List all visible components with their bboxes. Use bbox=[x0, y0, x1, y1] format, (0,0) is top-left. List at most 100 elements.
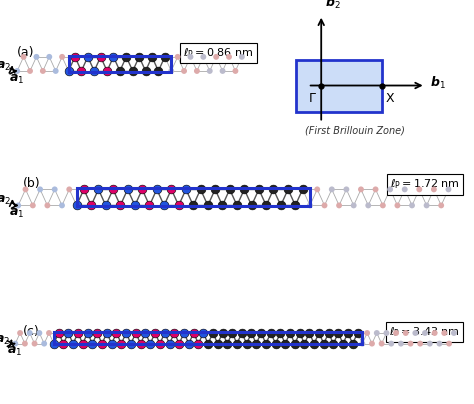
Point bbox=[84, 54, 91, 60]
Point bbox=[103, 330, 110, 336]
Point bbox=[109, 186, 117, 193]
Point bbox=[383, 330, 390, 336]
Point bbox=[209, 330, 217, 336]
Point bbox=[127, 341, 135, 347]
Point bbox=[197, 186, 204, 193]
Point bbox=[423, 202, 430, 208]
Point bbox=[151, 330, 159, 336]
Point bbox=[306, 330, 313, 336]
Point bbox=[431, 330, 438, 336]
Point bbox=[65, 68, 73, 74]
Point bbox=[407, 341, 414, 347]
Point bbox=[204, 202, 211, 208]
Point bbox=[226, 186, 234, 193]
Point bbox=[87, 202, 95, 208]
Point bbox=[44, 202, 51, 208]
Bar bbox=[69, 56, 171, 72]
Point bbox=[416, 186, 423, 193]
Point bbox=[20, 54, 27, 60]
Point bbox=[22, 186, 29, 193]
Point bbox=[137, 341, 145, 347]
Text: $\boldsymbol{a}_2$: $\boldsymbol{a}_2$ bbox=[0, 60, 11, 74]
Point bbox=[142, 330, 149, 336]
Point bbox=[80, 186, 88, 193]
Point bbox=[257, 330, 265, 336]
Point bbox=[91, 68, 98, 74]
Point bbox=[98, 341, 106, 347]
Point bbox=[148, 54, 156, 60]
Point bbox=[368, 341, 376, 347]
Point bbox=[397, 341, 405, 347]
Point bbox=[51, 186, 58, 193]
Point bbox=[161, 54, 169, 60]
Point bbox=[263, 202, 270, 208]
Point bbox=[39, 68, 46, 74]
Text: (a): (a) bbox=[17, 46, 35, 59]
Point bbox=[95, 186, 102, 193]
Point bbox=[313, 186, 321, 193]
Point bbox=[357, 186, 365, 193]
Point bbox=[401, 186, 409, 193]
Point bbox=[65, 186, 73, 193]
Text: $\boldsymbol{a}_1$: $\boldsymbol{a}_1$ bbox=[7, 345, 22, 358]
Text: (c): (c) bbox=[23, 325, 40, 338]
Point bbox=[299, 186, 306, 193]
Point bbox=[272, 341, 279, 347]
Point bbox=[132, 330, 139, 336]
Point bbox=[445, 341, 453, 347]
Text: (b): (b) bbox=[23, 177, 41, 190]
Point bbox=[277, 330, 284, 336]
Point bbox=[387, 341, 395, 347]
Point bbox=[211, 186, 219, 193]
Point bbox=[365, 202, 372, 208]
Point bbox=[46, 54, 53, 60]
Point bbox=[97, 54, 104, 60]
Point bbox=[262, 341, 270, 347]
Point bbox=[335, 330, 342, 336]
Point bbox=[386, 186, 394, 193]
Point bbox=[212, 54, 220, 60]
Point bbox=[14, 202, 22, 208]
Point bbox=[349, 341, 356, 347]
Point bbox=[45, 330, 53, 336]
Point bbox=[84, 330, 91, 336]
Point bbox=[445, 186, 452, 193]
Point bbox=[31, 341, 38, 347]
Point bbox=[228, 330, 236, 336]
Point bbox=[286, 330, 294, 336]
Point bbox=[416, 341, 424, 347]
Point bbox=[161, 330, 168, 336]
Text: X: X bbox=[386, 92, 394, 105]
Point bbox=[78, 68, 85, 74]
Point bbox=[224, 341, 231, 347]
Point bbox=[354, 330, 361, 336]
Point bbox=[13, 68, 21, 74]
Point bbox=[219, 330, 226, 336]
Point bbox=[142, 68, 149, 74]
Point bbox=[180, 330, 188, 336]
Point bbox=[102, 202, 109, 208]
Point bbox=[392, 330, 400, 336]
Point bbox=[408, 202, 416, 208]
Point bbox=[253, 341, 260, 347]
Point bbox=[301, 341, 308, 347]
Point bbox=[26, 330, 34, 336]
Point bbox=[29, 202, 36, 208]
Point bbox=[296, 330, 303, 336]
Text: $\boldsymbol{a}_2$: $\boldsymbol{a}_2$ bbox=[0, 334, 10, 347]
Point bbox=[64, 330, 72, 336]
Point bbox=[175, 341, 183, 347]
Point bbox=[284, 186, 292, 193]
Point bbox=[113, 330, 120, 336]
Point bbox=[426, 341, 434, 347]
Point bbox=[40, 341, 48, 347]
Point bbox=[277, 202, 284, 208]
Text: $\boldsymbol{a}_2$: $\boldsymbol{a}_2$ bbox=[0, 194, 11, 207]
Point bbox=[438, 202, 445, 208]
Point bbox=[50, 341, 58, 347]
Point bbox=[122, 54, 130, 60]
Point bbox=[185, 341, 192, 347]
Point bbox=[171, 330, 178, 336]
Point bbox=[430, 186, 438, 193]
Text: (First Brillouin Zone): (First Brillouin Zone) bbox=[305, 126, 405, 136]
